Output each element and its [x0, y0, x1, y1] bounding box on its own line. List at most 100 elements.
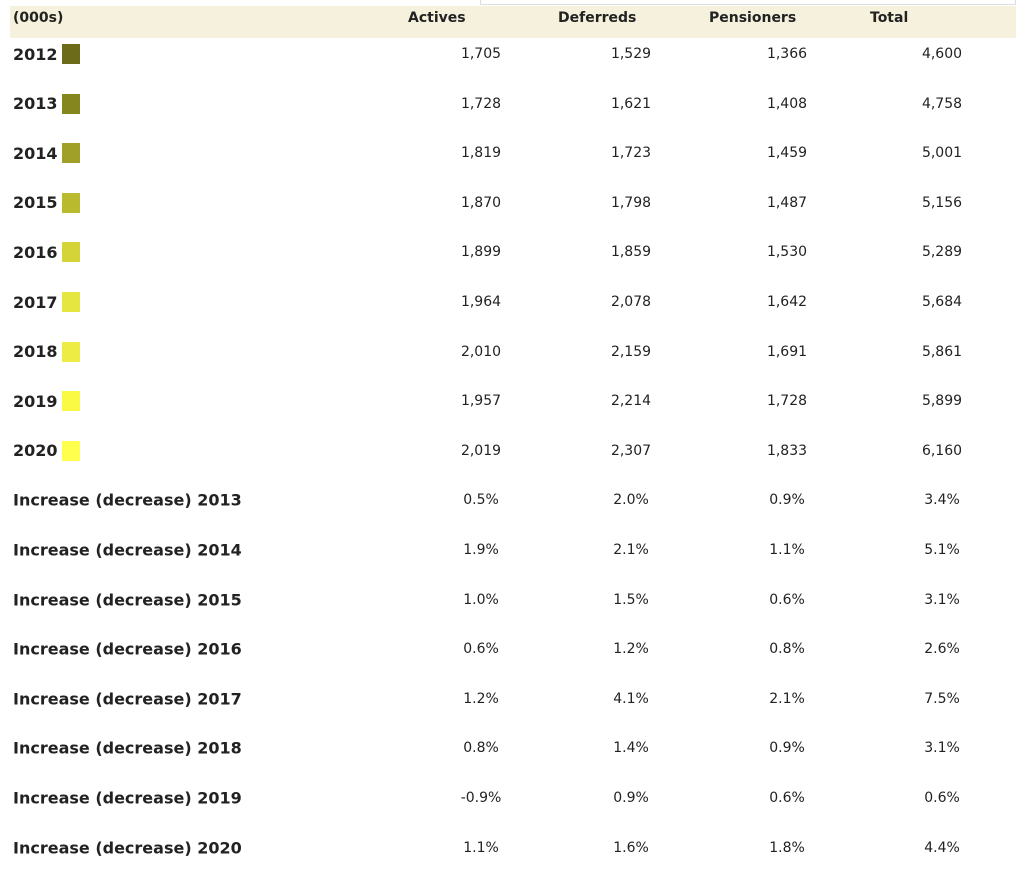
- cell: 0.9%: [613, 790, 649, 806]
- row-label-text: Increase (decrease) 2019: [13, 788, 242, 808]
- cell: 0.6%: [463, 641, 499, 658]
- cell: 1,530: [766, 244, 808, 261]
- cell: 5,899: [921, 393, 963, 410]
- cell: 1.4%: [613, 740, 649, 757]
- column-header: Actives: [408, 10, 466, 26]
- cell: 1,642: [766, 294, 808, 310]
- cell: 1.1%: [463, 839, 499, 856]
- row-label: Increase (decrease) 2014: [13, 541, 242, 560]
- row-label-text: Increase (decrease) 2020: [13, 838, 242, 858]
- cell: 4,600: [921, 46, 963, 62]
- cell: 5,001: [921, 145, 963, 162]
- row-label: 2015: [13, 192, 80, 213]
- cell: 2,159: [610, 343, 652, 360]
- cell: 2,078: [610, 294, 652, 310]
- row-label-text: 2017: [13, 292, 58, 312]
- cell: 3.1%: [924, 591, 960, 608]
- cell: 1,728: [766, 393, 808, 410]
- cell: 0.6%: [769, 790, 805, 806]
- cell: 1,870: [460, 194, 502, 211]
- cell: -0.9%: [460, 790, 502, 806]
- row-label-text: 2020: [13, 441, 58, 461]
- row-label: Increase (decrease) 2020: [13, 838, 242, 857]
- header-band: [10, 6, 1016, 38]
- row-label-text: 2015: [13, 193, 58, 213]
- cell: 5,289: [921, 244, 963, 261]
- cell: 1.8%: [769, 839, 805, 856]
- cell: 1,705: [460, 46, 502, 62]
- color-swatch: [61, 143, 80, 164]
- cell: 1,798: [610, 194, 652, 211]
- cell: 2.1%: [769, 690, 805, 707]
- row-label-text: 2019: [13, 391, 58, 411]
- row-label: Increase (decrease) 2015: [13, 590, 242, 609]
- cell: 1,899: [460, 244, 502, 261]
- cell: 1.1%: [769, 542, 805, 558]
- row-label: 2014: [13, 143, 80, 164]
- cell: 5,684: [921, 294, 963, 310]
- cell: 1.0%: [463, 591, 499, 608]
- row-label: Increase (decrease) 2019: [13, 789, 242, 808]
- cell: 2.6%: [924, 641, 960, 658]
- cell: 2,010: [460, 343, 502, 360]
- cell: 0.6%: [924, 790, 960, 806]
- cell: 4.4%: [924, 839, 960, 856]
- column-header: (000s): [13, 10, 64, 26]
- color-swatch: [61, 242, 80, 263]
- row-label: Increase (decrease) 2013: [13, 491, 242, 510]
- cell: 1,529: [610, 46, 652, 62]
- cell: 5.1%: [924, 542, 960, 558]
- row-label-text: Increase (decrease) 2018: [13, 738, 242, 758]
- row-label: 2017: [13, 292, 80, 312]
- color-swatch: [61, 44, 80, 64]
- cell: 5,861: [921, 343, 963, 360]
- cell: 1.6%: [613, 839, 649, 856]
- cell: 2.1%: [613, 542, 649, 558]
- row-label-text: Increase (decrease) 2013: [13, 490, 242, 510]
- color-swatch: [61, 192, 80, 213]
- row-label: Increase (decrease) 2017: [13, 689, 242, 708]
- cell: 3.1%: [924, 740, 960, 757]
- cell: 1,964: [460, 294, 502, 310]
- cell: 0.9%: [769, 740, 805, 757]
- row-label: Increase (decrease) 2016: [13, 640, 242, 659]
- cell: 4,758: [921, 95, 963, 112]
- cell: 1,408: [766, 95, 808, 112]
- row-label: 2019: [13, 391, 80, 412]
- row-label: 2016: [13, 242, 80, 263]
- cell: 1,957: [460, 393, 502, 410]
- row-label-text: 2012: [13, 44, 58, 64]
- cell: 1,728: [460, 95, 502, 112]
- cell: 1,366: [766, 46, 808, 62]
- row-label-text: 2018: [13, 342, 58, 362]
- cell: 1,487: [766, 194, 808, 211]
- color-swatch: [61, 440, 80, 461]
- frame: [480, 0, 1016, 5]
- cell: 4.1%: [613, 690, 649, 707]
- cell: 1,621: [610, 95, 652, 112]
- row-label: 2013: [13, 93, 80, 114]
- cell: 2.0%: [613, 492, 649, 509]
- cell: 5,156: [921, 194, 963, 211]
- cell: 1.5%: [613, 591, 649, 608]
- cell: 1,723: [610, 145, 652, 162]
- row-label-text: 2016: [13, 242, 58, 262]
- row-label-text: Increase (decrease) 2015: [13, 590, 242, 610]
- row-label-text: 2014: [13, 143, 58, 163]
- cell: 1,833: [766, 442, 808, 459]
- cell: 0.9%: [769, 492, 805, 509]
- cell: 7.5%: [924, 690, 960, 707]
- row-label: 2020: [13, 440, 80, 461]
- cell: 1,819: [460, 145, 502, 162]
- column-header: Pensioners: [709, 10, 797, 26]
- row-label: Increase (decrease) 2018: [13, 739, 242, 758]
- cell: 3.4%: [924, 492, 960, 509]
- cell: 2,019: [460, 442, 502, 459]
- color-swatch: [61, 341, 80, 362]
- row-label: 2012: [13, 44, 80, 64]
- cell: 2,307: [610, 442, 652, 459]
- cell: 6,160: [921, 442, 963, 459]
- cell: 0.8%: [463, 740, 499, 757]
- color-swatch: [61, 93, 80, 114]
- cell: 1,691: [766, 343, 808, 360]
